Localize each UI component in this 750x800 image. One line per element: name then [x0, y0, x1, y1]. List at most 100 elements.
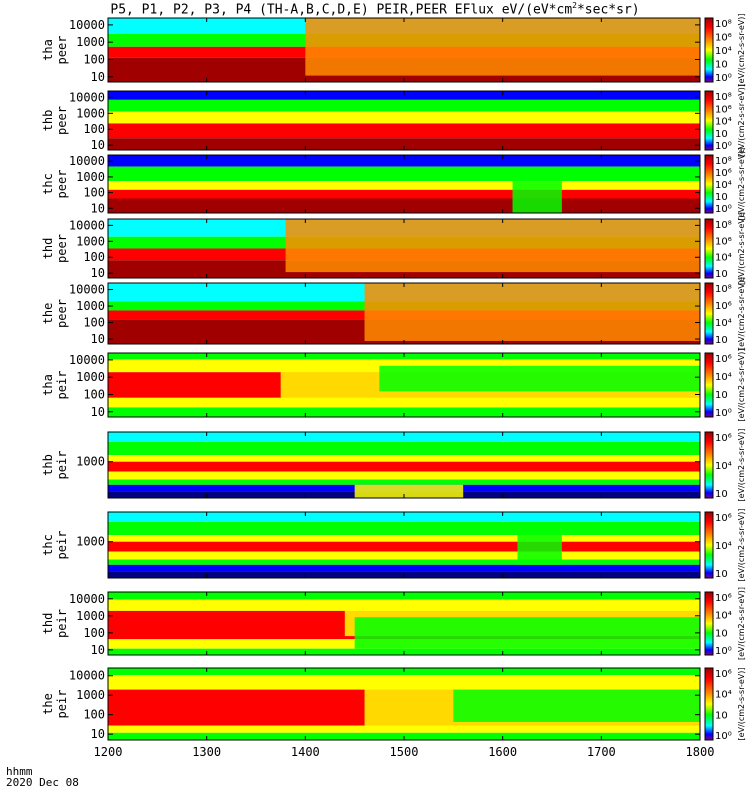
- colorbar-tick-label: 10⁴: [715, 318, 732, 329]
- y-tick-label: 100: [83, 626, 105, 640]
- colorbar-tick-label: 10⁲: [715, 628, 728, 639]
- y-tick-label: 1000: [76, 370, 105, 384]
- panel-tha_peir: 10 100 1000 10000thapeir 10⁶ 10⁴ 10⁲ 10⁰ [eV/(cm…: [41, 348, 746, 421]
- colorbar-tick-label: 10⁴: [715, 180, 732, 191]
- colorbar: [705, 592, 713, 655]
- panel-label: thbpeir: [41, 451, 69, 480]
- spectrogram-region: [379, 366, 700, 392]
- colorbar: [705, 432, 713, 498]
- y-tick-label: 10000: [69, 18, 105, 32]
- colorbar-units-label: [eV/(cm2-s-sr-eV)]: [737, 212, 746, 285]
- y-tick-label: 10000: [69, 592, 105, 606]
- colorbar-tick-label: 10⁲: [715, 710, 728, 721]
- colorbar-tick-label: 10⁴: [715, 46, 732, 57]
- spectrogram-region: [365, 283, 700, 341]
- panel-the_peir: 10 100 1000 10000thepeir 10⁶ 10⁴ 10⁲ 10⁰ [eV/(cm…: [41, 667, 746, 742]
- colorbar-tick-label: 10⁴: [715, 253, 732, 264]
- spectrogram-band: [108, 100, 700, 112]
- colorbar: [705, 283, 713, 344]
- y-tick-label: 10: [91, 405, 105, 419]
- panel-thd_peer: 10 100 1000 10000thdpeer 10⁸ 10⁶ 10⁴ 10⁲ [eV/(cm…: [41, 212, 746, 285]
- y-tick-label: 10: [91, 727, 105, 741]
- y-tick-label: 1000: [76, 170, 105, 184]
- colorbar-tick-label: 10⁶: [715, 354, 732, 365]
- colorbar: [705, 353, 713, 417]
- date-label: 2020 Dec 08: [6, 777, 79, 788]
- y-tick-label: 10000: [69, 90, 105, 104]
- spectrogram-region: [453, 690, 700, 722]
- spectrogram-region: [355, 485, 464, 498]
- colorbar-units-label: [eV/(cm2-s-sr-eV)]: [737, 84, 746, 157]
- y-tick-label: 100: [83, 387, 105, 401]
- y-tick-label: 1000: [76, 106, 105, 120]
- spectrogram-band: [108, 726, 700, 733]
- y-tick-label: 100: [83, 186, 105, 200]
- panel-label: thbpeer: [41, 106, 69, 135]
- y-tick-label: 10: [91, 201, 105, 215]
- x-tick-label: 1700: [587, 745, 616, 759]
- y-tick-label: 10: [91, 643, 105, 657]
- colorbar: [705, 668, 713, 740]
- colorbar-tick-label: 10⁴: [715, 461, 732, 472]
- panel-label: thapeir: [41, 371, 69, 400]
- y-tick-label: 100: [83, 250, 105, 264]
- spectrogram-region: [513, 181, 562, 213]
- x-tick-label: 1500: [390, 745, 419, 759]
- spectrogram-band: [108, 442, 700, 455]
- y-tick-label: 100: [83, 708, 105, 722]
- spectrogram-region: [286, 219, 700, 272]
- x-tick-label: 1800: [686, 745, 715, 759]
- spectrogram-region: [517, 525, 561, 565]
- panel-thb_peer: 10100100010000thbpeer10⁸10⁶10⁴10⁲10⁰ [eV/…: [41, 84, 746, 157]
- spectrogram-band: [108, 472, 700, 480]
- spectrogram-band: [108, 552, 700, 560]
- colorbar-tick-label: 10⁲: [715, 569, 728, 580]
- panel-thc_peer: 10100 1000 10000thcpeer 10⁸10⁶10⁴10⁲10⁰ [eV/…: [41, 147, 746, 220]
- x-tick-label: 1600: [488, 745, 517, 759]
- y-tick-label: 10: [91, 138, 105, 152]
- colorbar-units-label: [eV/(cm2-s-sr-eV)]: [737, 587, 746, 660]
- colorbar-tick-label: 10⁶: [715, 301, 732, 312]
- x-tick-label: 1300: [192, 745, 221, 759]
- panel-thd_peir: 10100100010000thdpeir10⁶10⁴10⁲10⁰ [eV/(cm…: [41, 587, 746, 660]
- colorbar: [705, 18, 713, 82]
- colorbar-tick-label: 10⁶: [715, 168, 732, 179]
- x-tick-label: 1200: [94, 745, 123, 759]
- panel-label: thdpeir: [41, 609, 69, 638]
- y-tick-label: 10000: [69, 283, 105, 297]
- colorbar-tick-label: 10⁰: [715, 408, 732, 419]
- spectrogram-band: [108, 462, 700, 472]
- y-tick-label: 10: [91, 70, 105, 84]
- x-tick-label: 1400: [291, 745, 320, 759]
- colorbar-tick-label: 10⁴: [715, 611, 732, 622]
- y-tick-label: 10: [91, 266, 105, 280]
- colorbar-tick-label: 10⁰: [715, 141, 732, 152]
- colorbar-tick-label: 10⁴: [715, 541, 732, 552]
- colorbar-tick-label: 10⁶: [715, 104, 732, 115]
- panel-label: thapeer: [41, 36, 69, 65]
- y-tick-label: 100: [83, 122, 105, 136]
- colorbar-tick-label: 10⁶: [715, 513, 732, 524]
- spectrogram-band: [108, 167, 700, 182]
- colorbar-tick-label: 10⁴: [715, 690, 732, 701]
- panel-label: thepeer: [41, 299, 69, 328]
- colorbar: [705, 512, 713, 578]
- panel-label: thdpeer: [41, 234, 69, 263]
- colorbar-tick-label: 10⁰: [715, 731, 732, 742]
- y-tick-label: 10000: [69, 218, 105, 232]
- panel-label: thcpeir: [41, 531, 69, 560]
- spectrogram-band: [108, 112, 700, 124]
- colorbar-tick-label: 10⁲: [715, 489, 728, 500]
- panel-tha_peer: 10 100 1000 10000thapeer 10⁸ 10⁶ 10⁴ 10⁲ 10⁰ [eV/…: [41, 13, 746, 86]
- spectrogram-band: [108, 542, 700, 552]
- y-tick-label: 10000: [69, 669, 105, 683]
- spectrogram-band: [108, 181, 700, 190]
- y-tick-label: 1000: [76, 609, 105, 623]
- colorbar-units-label: [eV/(cm2-s-sr-eV)]: [737, 667, 746, 740]
- colorbar-tick-label: 10⁶: [715, 433, 732, 444]
- colorbar-tick-label: 10⁶: [715, 33, 732, 44]
- colorbar-tick-label: 10⁶: [715, 593, 732, 604]
- colorbar-tick-label: 10⁸: [715, 220, 732, 231]
- time-axis-caption: hhmm 2020 Dec 08: [6, 766, 79, 788]
- colorbar-tick-label: 10⁰: [715, 204, 732, 215]
